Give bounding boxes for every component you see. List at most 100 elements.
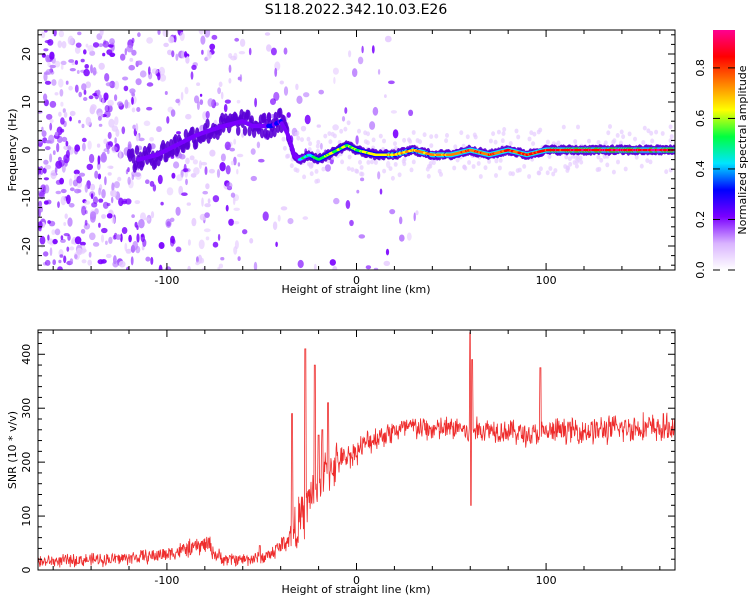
heatmap-noise-blob bbox=[318, 89, 325, 95]
spectrogram-heatmap bbox=[38, 30, 675, 270]
heatmap-noise-blob bbox=[84, 219, 88, 226]
heatmap-noise-blob bbox=[357, 56, 364, 65]
heatmap-halo-blob bbox=[668, 138, 673, 144]
heatmap-noise-blob bbox=[102, 52, 106, 57]
heatmap-noise-blob bbox=[74, 46, 81, 54]
heatmap-halo-blob bbox=[529, 130, 534, 136]
heatmap-noise-blob bbox=[198, 160, 202, 170]
heatmap-noise-blob bbox=[63, 233, 70, 237]
heatmap-noise-blob bbox=[103, 92, 109, 101]
heatmap-halo-blob bbox=[599, 157, 604, 163]
heatmap-noise-blob bbox=[101, 214, 107, 219]
heatmap-noise-blob bbox=[108, 44, 114, 48]
heatmap-halo-blob bbox=[508, 171, 513, 176]
heatmap-noise-blob bbox=[39, 235, 46, 245]
heatmap-noise-blob bbox=[166, 187, 174, 196]
heatmap-noise-blob bbox=[65, 80, 69, 85]
heatmap-noise-blob bbox=[65, 150, 70, 159]
heatmap-halo-blob bbox=[619, 129, 624, 135]
heatmap-noise-blob bbox=[190, 71, 194, 80]
heatmap-noise-blob bbox=[44, 164, 52, 170]
heatmap-noise-blob bbox=[118, 197, 124, 207]
heatmap-halo-blob bbox=[478, 174, 483, 179]
heatmap-noise-blob bbox=[50, 170, 57, 180]
heatmap-halo-blob bbox=[308, 141, 313, 147]
heatmap-noise-blob bbox=[204, 212, 210, 219]
heatmap-ridge-outer bbox=[205, 118, 210, 129]
heatmap-halo-blob bbox=[483, 165, 488, 171]
heatmap-noise-blob bbox=[377, 171, 381, 180]
heatmap-halo-blob bbox=[531, 141, 536, 147]
heatmap-noise-blob bbox=[303, 92, 310, 98]
heatmap-noise-blob bbox=[120, 233, 123, 243]
heatmap-halo-blob bbox=[452, 165, 457, 171]
heatmap-noise-blob bbox=[140, 233, 145, 243]
heatmap-noise-blob bbox=[237, 76, 242, 81]
heatmap-halo-blob bbox=[330, 131, 335, 137]
heatmap-noise-blob bbox=[124, 99, 129, 109]
heatmap-noise-blob bbox=[158, 242, 165, 249]
heatmap-noise-blob bbox=[119, 150, 122, 160]
heatmap-noise-blob bbox=[355, 135, 359, 145]
heatmap-halo-blob bbox=[323, 133, 328, 139]
heatmap-noise-blob bbox=[250, 148, 256, 155]
heatmap-noise-blob bbox=[130, 256, 134, 266]
heatmap-noise-blob bbox=[125, 198, 132, 205]
heatmap-noise-blob bbox=[236, 99, 241, 104]
heatmap-noise-blob bbox=[175, 53, 179, 61]
heatmap-noise-blob bbox=[159, 74, 167, 82]
heatmap-noise-blob bbox=[185, 178, 188, 186]
heatmap-halo-blob bbox=[402, 156, 407, 162]
heatmap-noise-blob bbox=[71, 239, 74, 245]
heatmap-noise-blob bbox=[313, 263, 317, 270]
heatmap-noise-blob bbox=[399, 216, 403, 225]
y-tick-label: 200 bbox=[20, 452, 33, 473]
heatmap-halo-blob bbox=[294, 131, 299, 137]
heatmap-halo-blob bbox=[429, 143, 434, 149]
heatmap-halo-blob bbox=[568, 161, 573, 167]
heatmap-noise-blob bbox=[296, 95, 303, 105]
heatmap-noise-blob bbox=[198, 30, 204, 35]
heatmap-halo-blob bbox=[316, 139, 321, 145]
heatmap-noise-blob bbox=[114, 137, 117, 144]
heatmap-halo-blob bbox=[388, 166, 393, 172]
heatmap-noise-blob bbox=[99, 30, 104, 37]
heatmap-noise-blob bbox=[67, 35, 74, 45]
heatmap-noise-blob bbox=[277, 214, 281, 222]
heatmap-halo-blob bbox=[516, 134, 521, 140]
heatmap-noise-blob bbox=[144, 217, 151, 221]
heatmap-noise-blob bbox=[88, 153, 95, 164]
heatmap-noise-blob bbox=[131, 37, 135, 44]
heatmap-noise-blob bbox=[283, 47, 288, 55]
heatmap-noise-blob bbox=[131, 214, 135, 219]
heatmap-noise-blob bbox=[226, 182, 233, 189]
heatmap-noise-blob bbox=[69, 258, 74, 265]
heatmap-halo-blob bbox=[476, 161, 481, 166]
heatmap-halo-blob bbox=[595, 167, 600, 173]
spectrogram-xlabel: Height of straight line (km) bbox=[281, 283, 430, 296]
heatmap-noise-blob bbox=[129, 88, 136, 94]
heatmap-noise-blob bbox=[109, 52, 116, 57]
heatmap-halo-blob bbox=[295, 168, 300, 173]
heatmap-noise-blob bbox=[47, 220, 51, 224]
x-tick-label: 0 bbox=[353, 274, 360, 287]
heatmap-noise-blob bbox=[75, 42, 82, 48]
heatmap-noise-blob bbox=[90, 104, 97, 111]
heatmap-noise-blob bbox=[209, 43, 216, 50]
heatmap-noise-blob bbox=[128, 64, 135, 71]
heatmap-noise-blob bbox=[192, 159, 198, 165]
heatmap-noise-blob bbox=[55, 190, 62, 195]
heatmap-noise-blob bbox=[181, 192, 188, 196]
heatmap-ridge-outer bbox=[183, 129, 189, 139]
heatmap-noise-blob bbox=[90, 183, 96, 191]
heatmap-noise-blob bbox=[84, 64, 89, 69]
heatmap-noise-blob bbox=[77, 31, 82, 36]
heatmap-noise-blob bbox=[199, 93, 203, 97]
heatmap-noise-blob bbox=[45, 146, 51, 151]
heatmap-noise-blob bbox=[59, 89, 64, 97]
heatmap-noise-blob bbox=[131, 174, 135, 181]
heatmap-halo-blob bbox=[611, 139, 616, 145]
heatmap-noise-blob bbox=[81, 137, 87, 143]
colorbar-tick-label: 0.8 bbox=[694, 59, 707, 77]
